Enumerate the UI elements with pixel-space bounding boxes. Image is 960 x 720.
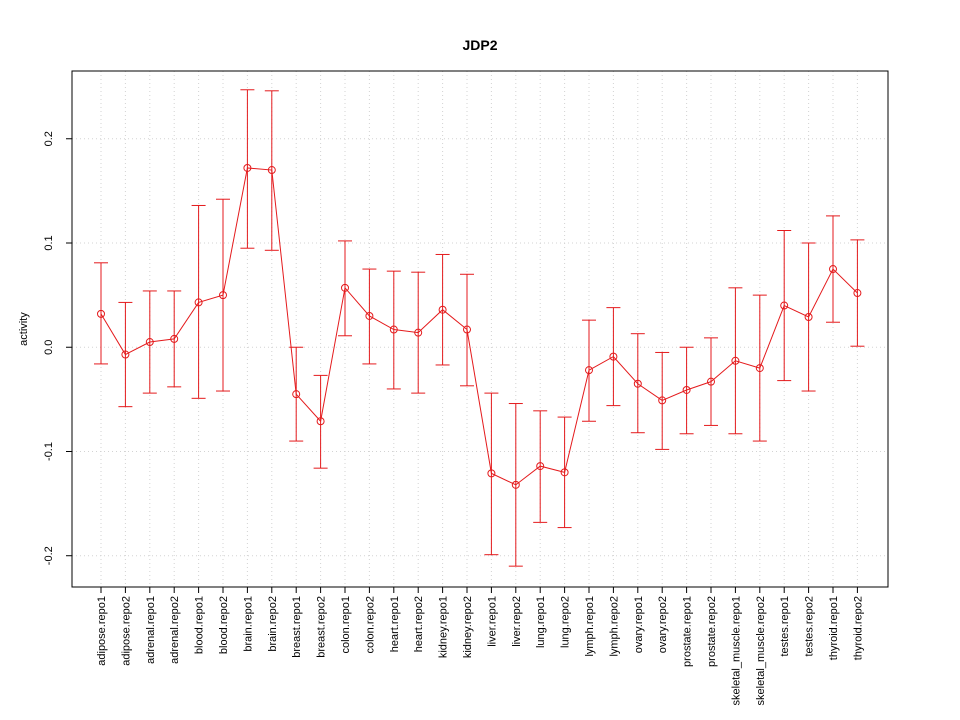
data-point: [560, 468, 569, 477]
chart-title: JDP2: [462, 37, 497, 53]
data-point: [365, 311, 374, 320]
data-point: [194, 298, 203, 307]
plot-frame: [71, 70, 889, 588]
y-tick-label: -0.1: [43, 442, 55, 461]
x-tick-label: adrenal.repo2: [169, 596, 181, 664]
x-tick-label: breast.repo2: [316, 596, 328, 658]
data-point: [707, 377, 715, 386]
x-tick-label: lymph.repo2: [608, 596, 620, 657]
data-point: [609, 352, 618, 361]
data-point: [170, 334, 179, 343]
x-tick-label: skeletal_muscle.repo1: [730, 596, 742, 705]
data-point: [389, 325, 398, 334]
data-point: [633, 379, 642, 388]
x-tick-label: lymph.repo1: [584, 596, 596, 657]
x-tick-label: prostate.repo2: [706, 596, 718, 667]
data-point: [341, 283, 349, 292]
y-axis: -0.2 -0.1 0.0 0.1 0.2: [43, 131, 72, 565]
data-point: [829, 265, 837, 274]
data-point: [804, 313, 813, 322]
x-tick-label: thyroid.repo1: [828, 596, 840, 660]
x-tick-label: lung.repo1: [535, 596, 547, 648]
x-tick-label: blood.repo1: [194, 596, 206, 654]
x-tick-label: testes.repo1: [779, 596, 791, 657]
y-tick-label: -0.2: [43, 546, 55, 565]
data-point: [658, 396, 667, 405]
grid: [72, 71, 888, 587]
x-tick-label: liver.repo1: [486, 596, 498, 647]
x-tick-label: brain.repo1: [242, 596, 254, 652]
data-point: [511, 480, 520, 489]
data-point: [780, 301, 789, 310]
x-tick-label: skeletal_muscle.repo2: [755, 596, 767, 705]
x-tick-label: liver.repo2: [511, 596, 523, 647]
x-tick-label: lung.repo2: [560, 596, 572, 648]
x-tick-label: colon.repo1: [340, 596, 352, 654]
data-point: [438, 305, 447, 314]
data-point: [145, 338, 154, 347]
data-point: [414, 328, 423, 337]
y-axis-label: activity: [18, 312, 30, 346]
x-tick-label: kidney.repo1: [438, 596, 450, 658]
x-tick-label: adipose.repo1: [96, 596, 108, 666]
y-tick-label: 0.0: [43, 340, 55, 355]
data-point: [731, 356, 740, 365]
x-axis: adipose.repo1 adipose.repo2 adrenal.repo1 a…: [96, 586, 864, 705]
x-tick-label: thyroid.repo2: [852, 596, 864, 660]
series-activity: [94, 89, 865, 567]
x-tick-label: brain.repo2: [267, 596, 279, 652]
x-tick-label: ovary.repo1: [633, 596, 645, 653]
y-tick-label: 0.1: [43, 235, 55, 250]
data-point: [536, 462, 545, 471]
data-point: [121, 350, 130, 359]
data-point: [219, 291, 227, 300]
x-tick-label: colon.repo2: [364, 596, 376, 654]
data-point: [97, 309, 105, 318]
data-point: [755, 364, 764, 373]
data-point: [316, 417, 325, 426]
series-line: [100, 167, 858, 486]
x-tick-label: adipose.repo2: [120, 596, 132, 666]
x-tick-label: kidney.repo2: [462, 596, 474, 658]
data-point: [487, 469, 496, 478]
x-tick-label: testes.repo2: [804, 596, 816, 657]
x-tick-label: blood.repo2: [218, 596, 230, 654]
x-tick-label: breast.repo1: [291, 596, 303, 658]
data-point: [292, 390, 301, 399]
data-point: [585, 366, 593, 375]
x-tick-label: prostate.repo1: [682, 596, 694, 667]
data-point: [267, 166, 276, 175]
x-tick-label: heart.repo2: [413, 596, 425, 652]
x-tick-label: adrenal.repo1: [145, 596, 157, 664]
x-tick-label: heart.repo1: [389, 596, 401, 652]
y-tick-label: 0.2: [43, 131, 55, 146]
x-tick-label: ovary.repo2: [657, 596, 669, 653]
data-point: [243, 163, 252, 172]
data-point: [463, 325, 471, 334]
data-point: [853, 289, 862, 298]
data-point: [682, 385, 691, 394]
